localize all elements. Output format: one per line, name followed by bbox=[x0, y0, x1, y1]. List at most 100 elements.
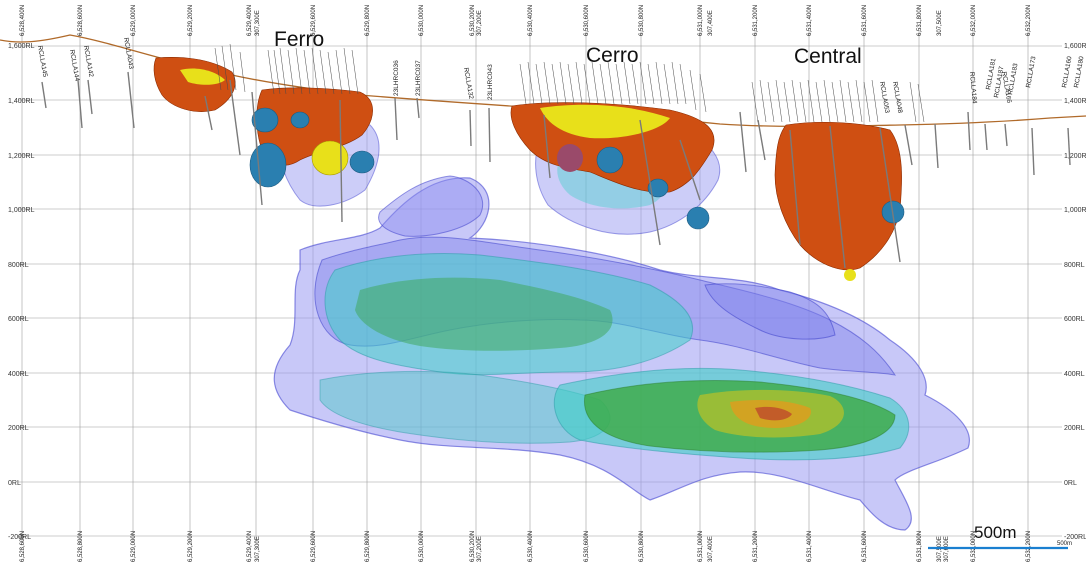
deposit-label-central: Central bbox=[794, 45, 862, 68]
rl-label: -200RL bbox=[8, 534, 31, 541]
northing-label: 6,531,200N bbox=[753, 5, 759, 36]
hole-label: RCLLA053 bbox=[878, 81, 890, 114]
northing-label: 6,531,800N bbox=[917, 531, 923, 562]
deposit-label-ferro: Ferro bbox=[274, 28, 324, 51]
deposit-label-cerro: Cerro bbox=[586, 44, 639, 67]
northing-label: 6,529,800N bbox=[365, 5, 371, 36]
rl-label: 400RL bbox=[1064, 371, 1085, 378]
rl-labels-left: 1,600RL 1,400RL 1,200RL 1,000RL 800RL 60… bbox=[8, 43, 35, 541]
cerro-orebody bbox=[510, 102, 715, 230]
northing-label: 6,531,000N bbox=[698, 5, 704, 36]
northing-label: 6,529,800N bbox=[365, 531, 371, 562]
topography-line bbox=[0, 34, 1086, 128]
hole-label: RCLLA043 bbox=[122, 37, 134, 70]
hole-label: RCLLA180 bbox=[1073, 55, 1085, 88]
rl-label: 1,400RL bbox=[8, 98, 35, 105]
easting-label: 307,600E bbox=[944, 536, 950, 562]
northing-label: 6,530,600N bbox=[584, 5, 590, 36]
hole-label: RCLLA145 bbox=[36, 45, 48, 78]
northing-label: 6,528,800N bbox=[78, 531, 84, 562]
easting-labels-top: 307,300E 307,200E 307,400E 307,500E bbox=[255, 10, 943, 36]
northing-label: 6,530,200N bbox=[470, 531, 476, 562]
northing-label: 6,531,400N bbox=[807, 531, 813, 562]
easting-label: 307,500E bbox=[937, 10, 943, 36]
northing-label: 6,532,200N bbox=[1026, 531, 1032, 562]
rl-label: 1,000RL bbox=[8, 207, 35, 214]
northing-label: 6,532,000N bbox=[971, 5, 977, 36]
rl-label: 1,200RL bbox=[8, 153, 35, 160]
northing-label: 6,529,600N bbox=[311, 5, 317, 36]
northing-label: 6,530,400N bbox=[528, 531, 534, 562]
rl-label: 600RL bbox=[1064, 316, 1085, 323]
easting-labels-bottom: 307,300E 307,200E 307,400E 307,500E 307,… bbox=[255, 536, 950, 562]
easting-label: 307,400E bbox=[708, 10, 714, 36]
easting-label: 307,500E bbox=[937, 536, 943, 562]
hole-label: RCLLA048 bbox=[891, 81, 903, 114]
rl-label: 1,200RL bbox=[1064, 153, 1086, 160]
ferro-orebody bbox=[153, 57, 375, 188]
northing-label: 6,529,400N bbox=[247, 531, 253, 562]
rl-label: 1,000RL bbox=[1064, 207, 1086, 214]
northing-label: 6,529,200N bbox=[188, 531, 194, 562]
northing-label: 6,532,000N bbox=[971, 531, 977, 562]
rl-label: 800RL bbox=[8, 262, 29, 269]
northing-label: 6,529,000N bbox=[131, 531, 137, 562]
northing-label: 6,530,600N bbox=[584, 531, 590, 562]
rl-label: 1,600RL bbox=[8, 43, 35, 50]
northing-label: 6,531,200N bbox=[753, 531, 759, 562]
northing-label: 6,530,400N bbox=[528, 5, 534, 36]
northing-labels-top: 6,528,400N 6,528,600N 6,529,000N 6,529,2… bbox=[20, 5, 1032, 36]
rl-label: 0RL bbox=[8, 480, 21, 487]
northing-label: 6,529,200N bbox=[188, 5, 194, 36]
rl-labels-right: 1,600RL 1,400RL 1,200RL 1,000RL 800RL 60… bbox=[1064, 43, 1086, 541]
hole-label: 23LHRC043 bbox=[487, 64, 494, 100]
northing-label: 6,528,600N bbox=[20, 531, 26, 562]
high-grade-core bbox=[355, 277, 896, 453]
rl-label: 200RL bbox=[1064, 425, 1085, 432]
hole-label: RCLLA142 bbox=[82, 45, 94, 78]
northing-labels-bottom: 6,528,600N 6,528,800N 6,529,000N 6,529,2… bbox=[20, 531, 1032, 562]
rl-label: 1,400RL bbox=[1064, 98, 1086, 105]
hole-label: RCLLA144 bbox=[68, 49, 80, 82]
northing-label: 6,529,400N bbox=[247, 5, 253, 36]
hole-label: 23LHRC036 bbox=[393, 60, 400, 96]
rl-label: 600RL bbox=[8, 316, 29, 323]
rl-label: 0RL bbox=[1064, 480, 1077, 487]
northing-label: 6,531,600N bbox=[862, 531, 868, 562]
easting-label: 307,400E bbox=[708, 536, 714, 562]
northing-label: 6,528,400N bbox=[20, 5, 26, 36]
northing-label: 6,530,200N bbox=[470, 5, 476, 36]
rl-label: 1,600RL bbox=[1064, 43, 1086, 50]
northing-label: 6,532,200N bbox=[1026, 5, 1032, 36]
northing-label: 6,529,600N bbox=[311, 531, 317, 562]
northing-label: 6,531,400N bbox=[807, 5, 813, 36]
rl-label: 800RL bbox=[1064, 262, 1085, 269]
hole-label: RCLLA184 bbox=[968, 72, 978, 105]
hole-label: RCLLA160 bbox=[1061, 55, 1073, 88]
northing-label: 6,531,600N bbox=[862, 5, 868, 36]
scale-bar-tick: 500m bbox=[1057, 541, 1072, 547]
hole-label-clusters bbox=[214, 43, 925, 123]
rl-label: 400RL bbox=[8, 371, 29, 378]
scale-bar-label: 500m bbox=[974, 523, 1017, 542]
drillholes bbox=[41, 71, 1071, 269]
rl-label: -200RL bbox=[1064, 534, 1086, 541]
scale-bar: 500m 500m bbox=[928, 523, 1072, 550]
hole-label: RCLLA183 bbox=[1007, 62, 1019, 95]
northing-label: 6,529,000N bbox=[131, 5, 137, 36]
northing-label: 6,530,000N bbox=[419, 5, 425, 36]
northing-label: 6,530,000N bbox=[419, 531, 425, 562]
central-orebody bbox=[774, 121, 905, 281]
northing-label: 6,530,800N bbox=[639, 531, 645, 562]
easting-label: 307,200E bbox=[477, 536, 483, 562]
northing-label: 6,530,800N bbox=[639, 5, 645, 36]
easting-label: 307,300E bbox=[255, 10, 261, 36]
hole-label: RCLLA132 bbox=[462, 67, 474, 100]
easting-label: 307,200E bbox=[477, 10, 483, 36]
northing-label: 6,528,600N bbox=[78, 5, 84, 36]
northing-label: 6,531,000N bbox=[698, 531, 704, 562]
hole-label: RCLLA173 bbox=[1025, 55, 1037, 88]
northing-label: 6,531,800N bbox=[917, 5, 923, 36]
hole-label: 23LHRC037 bbox=[415, 60, 422, 96]
